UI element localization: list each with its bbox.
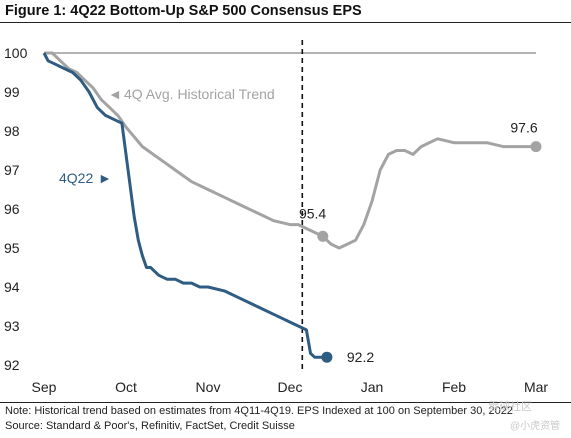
watermark-text: 雪球社区	[488, 401, 532, 413]
y-tick-label-97: 97	[4, 162, 20, 178]
y-tick-label-95: 95	[4, 240, 20, 256]
data-label-97-6: 97.6	[510, 120, 537, 136]
x-tick-label-sep: Sep	[32, 379, 57, 395]
y-tick-label-92: 92	[4, 357, 20, 373]
point-4q22-92-2	[321, 351, 333, 363]
x-tick-label-feb: Feb	[442, 379, 466, 395]
x-tick-label-jan: Jan	[361, 379, 384, 395]
chart-source: Source: Standard & Poor's, Refinitiv, Fa…	[5, 420, 295, 432]
y-tick-label-99: 99	[4, 84, 20, 100]
point-historical-95-4	[317, 230, 329, 242]
legend-arrow-historical: ◄	[108, 86, 122, 102]
x-tick-label-mar: Mar	[524, 379, 548, 395]
data-label-95-4: 95.4	[299, 205, 326, 221]
x-tick-label-oct: Oct	[115, 379, 137, 395]
legend-label-4q22: 4Q22	[59, 170, 93, 186]
title-divider	[0, 22, 571, 23]
notes-divider	[0, 402, 571, 403]
eps-line-chart: 92 93 94 95 96 97 98 99 100 Sep Oct Nov Dec Jan Feb Ma…	[4, 40, 549, 395]
y-tick-label-94: 94	[4, 279, 20, 295]
series-line-4q22	[42, 52, 327, 359]
series-line-historical-trend	[44, 51, 536, 250]
y-tick-label-93: 93	[4, 318, 20, 334]
legend-label-historical-trend: 4Q Avg. Historical Trend	[124, 86, 275, 102]
y-axis-tick-labels: 92 93 94 95 96 97 98 99 100	[4, 45, 28, 373]
point-historical-97-6	[530, 141, 542, 153]
y-tick-label-98: 98	[4, 123, 20, 139]
y-tick-label-96: 96	[4, 201, 20, 217]
x-axis-tick-labels: Sep Oct Nov Dec Jan Feb Mar	[32, 379, 549, 395]
x-tick-label-dec: Dec	[278, 379, 303, 395]
chart-title: Figure 1: 4Q22 Bottom-Up S&P 500 Consens…	[5, 3, 362, 19]
data-label-92-2: 92.2	[347, 349, 374, 365]
x-tick-label-nov: Nov	[196, 379, 221, 395]
legend-arrow-4q22: ►	[98, 170, 112, 186]
y-tick-label-100: 100	[4, 45, 28, 61]
watermark-handle: @小虎资管	[510, 421, 561, 432]
chart-note: Note: Historical trend based on estimate…	[5, 405, 513, 417]
